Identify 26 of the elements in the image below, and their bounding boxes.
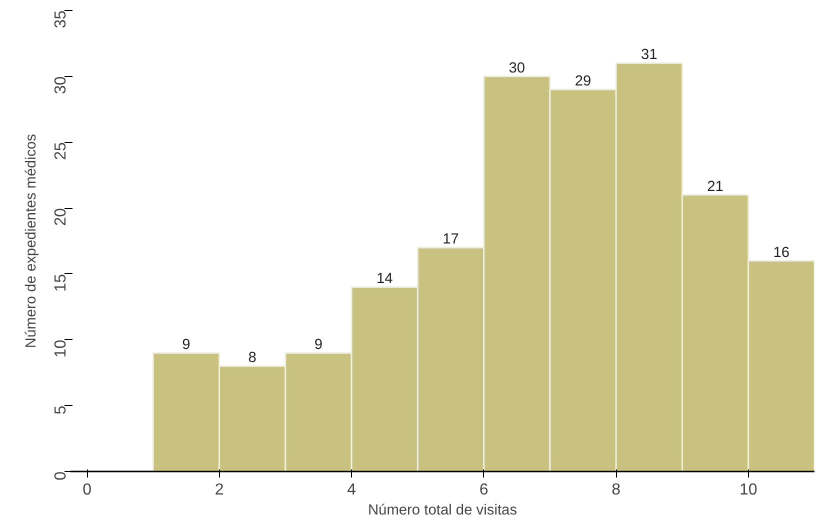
data-label: 21 xyxy=(707,178,724,195)
data-label: 31 xyxy=(641,47,658,64)
x-tick-label: 4 xyxy=(347,482,356,498)
y-tick-label: 5 xyxy=(52,406,70,415)
data-label: 29 xyxy=(574,74,592,90)
data-label: 9 xyxy=(182,336,190,353)
data-label: 16 xyxy=(773,244,790,261)
x-tick-label: 0 xyxy=(82,482,92,498)
data-label: 8 xyxy=(248,350,256,366)
x-tick-label: 6 xyxy=(479,482,488,498)
y-tick-label: 15 xyxy=(52,274,70,292)
y-tick-label: 20 xyxy=(52,208,70,226)
data-label: 30 xyxy=(508,60,526,76)
x-tick-label: 10 xyxy=(739,482,758,498)
y-tick-label: 35 xyxy=(52,10,70,28)
x-tick-label: 8 xyxy=(612,482,621,498)
y-tick-label: 10 xyxy=(52,340,70,358)
x-axis-title: Número total de visitas xyxy=(368,502,518,518)
y-axis-title: Número de expedientes médicos xyxy=(24,134,40,348)
data-label: 9 xyxy=(314,336,323,353)
data-label: 14 xyxy=(376,271,393,288)
y-tick-label: 30 xyxy=(52,76,70,94)
y-tick-label: 25 xyxy=(52,142,70,160)
x-tick-label: 2 xyxy=(214,482,224,498)
data-label: 17 xyxy=(442,232,459,248)
y-tick-label: 0 xyxy=(52,471,70,480)
